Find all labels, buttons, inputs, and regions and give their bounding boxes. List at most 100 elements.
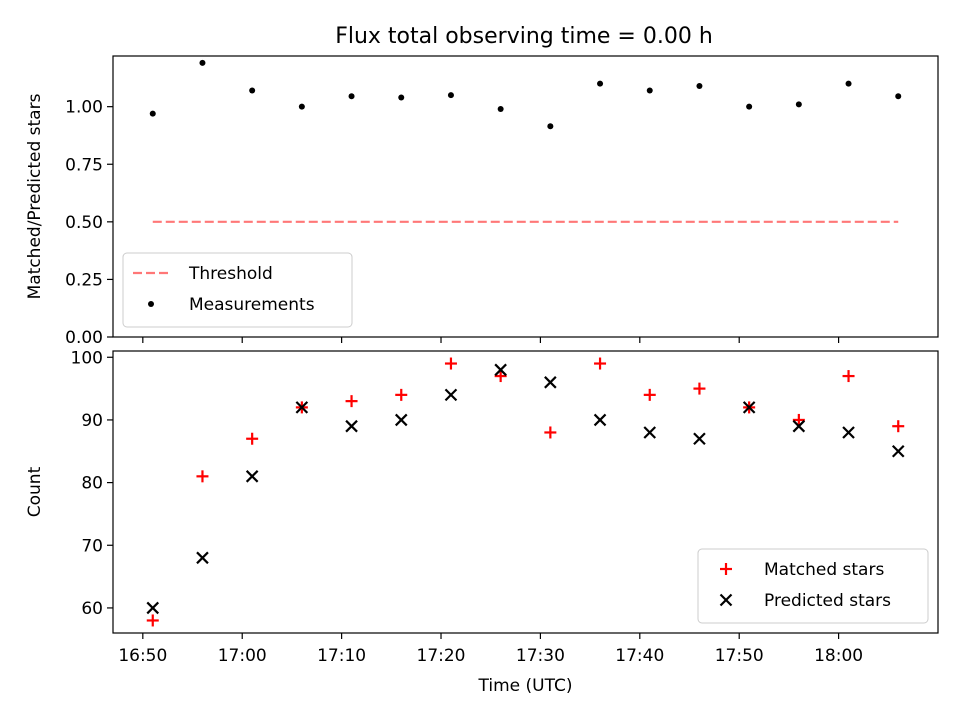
data-point [494,363,507,377]
data-point [845,80,852,87]
data-point [345,419,358,433]
y-axis-label: Matched/Predicted stars [25,93,45,299]
data-point [199,59,206,66]
data-point-b [394,413,408,427]
data-point [643,426,657,439]
data-point-b [494,363,507,377]
x-tick-label: 17:50 [715,646,764,666]
legend-swatch-b [719,593,733,607]
data-point-shape [199,59,206,66]
data-point [646,87,653,94]
legend-label: Predicted stars [764,591,891,611]
data-point [395,388,408,401]
data-point [295,401,309,414]
data-point [594,357,607,370]
plot-frame [112,55,939,338]
y-tick-label: 0.00 [65,328,103,348]
data-point-b [544,376,557,389]
data-point-shape [348,93,355,100]
data-point-shape [895,93,902,100]
legend-swatch [719,593,733,607]
data-point-b [444,388,458,402]
data-point-shape [447,92,454,99]
data-point-shape [597,80,604,87]
data-point [146,614,159,627]
data-point-b [593,413,607,427]
data-point [444,357,457,370]
x-tick-label: 17:10 [317,646,366,666]
legend-label: Measurements [189,295,315,315]
bottom-panel: 60 70 80 90 100 16:50 17:00 17:10 17:20 17:30 17:4… [25,348,939,696]
data-point [742,401,756,414]
data-point [842,426,855,439]
data-point-shape [149,110,156,117]
legend-label: Threshold [188,264,273,284]
data-point [444,388,458,402]
y-tick-label: 0.25 [65,270,103,290]
data-point [895,93,902,100]
x-tick-label: 17:30 [516,646,565,666]
data-point [891,444,905,458]
data-point [249,87,256,94]
x-tick-label: 17:00 [218,646,267,666]
x-tick-label: 16:50 [118,646,167,666]
data-point-b [643,426,657,439]
data-point-shape [646,87,653,94]
data-point-shape [696,82,703,89]
data-point-b [693,432,706,446]
legend-box [122,252,353,328]
data-point-b [245,470,259,483]
data-point-b [842,426,855,439]
data-point [196,470,209,483]
data-point-shape [746,103,753,110]
data-point-shape [298,103,305,110]
legend-swatch-shape [148,301,154,307]
data-point [693,432,706,446]
data-point-shape [249,87,256,94]
data-point [593,413,607,427]
data-point-b [891,444,905,458]
data-point-b [295,401,309,414]
data-point-b [345,419,358,433]
data-point [544,426,557,439]
data-point [544,376,557,389]
y-tick-label: 1.00 [65,98,103,118]
x-tick-label: 17:20 [417,646,466,666]
data-point [394,413,408,427]
data-point [792,413,805,426]
plot-frame [112,350,939,634]
data-point [597,80,604,87]
data-point [196,551,209,565]
data-point-b [742,401,756,414]
data-point [795,101,802,108]
data-point [246,432,259,445]
x-tick-label: 18:00 [814,646,863,666]
top-panel: 0.00 0.25 0.50 0.75 1.00 Matched/Predicted st… [25,55,939,348]
data-point [348,93,355,100]
data-point [494,370,507,383]
data-point-shape [795,101,802,108]
data-point-shape [845,80,852,87]
data-point [447,92,454,99]
legend-box [697,548,929,624]
data-point [149,110,156,117]
legend: Threshold Measurements [122,252,353,328]
data-point-shape [398,94,405,101]
data-point [693,382,706,395]
y-tick-label: 0.50 [65,213,103,233]
data-point-b [196,551,209,565]
legend-swatch [720,563,732,575]
y-tick-label: 90 [81,411,103,431]
data-point [398,94,405,101]
data-point [842,370,855,383]
data-point [146,601,160,615]
data-point [497,105,504,112]
y-tick-label: 0.75 [65,155,103,175]
data-point [345,395,358,408]
data-point [696,82,703,89]
y-tick-label: 100 [71,348,103,368]
legend: Matched stars Predicted stars [697,548,929,624]
y-tick-label: 70 [81,536,103,556]
data-point [746,103,753,110]
data-point [547,123,554,130]
